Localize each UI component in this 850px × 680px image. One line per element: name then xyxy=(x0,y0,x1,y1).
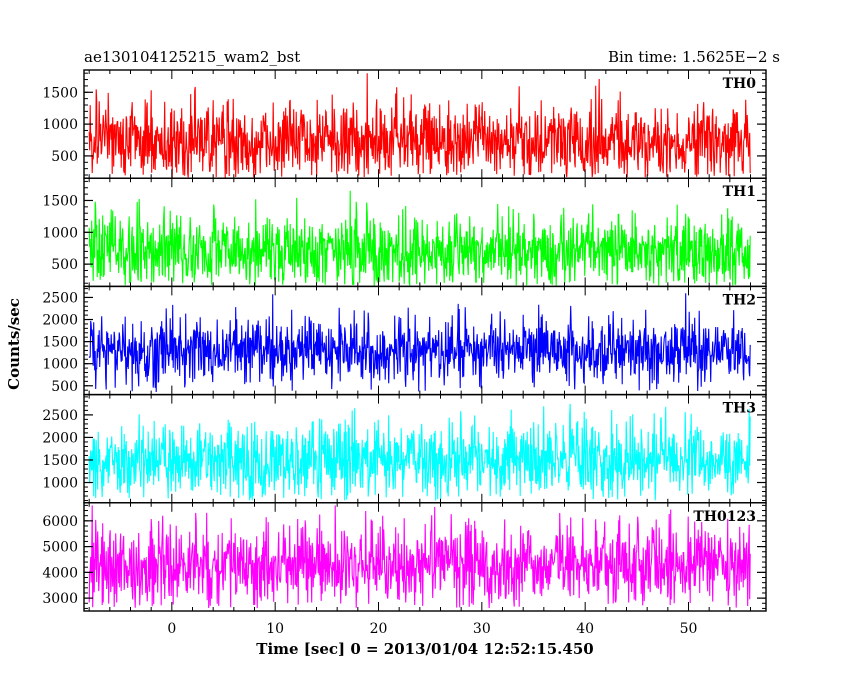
panel-label-th3: TH3 xyxy=(723,401,756,417)
y-tick-label: 6000 xyxy=(42,514,78,530)
y-tick-label: 500 xyxy=(51,257,78,273)
y-tick-label: 1000 xyxy=(42,357,78,373)
y-tick-label: 2000 xyxy=(42,430,78,446)
y-tick-label: 1000 xyxy=(42,117,78,133)
chart-title: ae130104125215_wam2_bst xyxy=(84,48,300,66)
y-tick-label: 3000 xyxy=(42,591,78,607)
panel-th0: 500 1000 1500 TH0 xyxy=(42,69,767,179)
panel-label-th1: TH1 xyxy=(723,184,756,200)
series-line-th3 xyxy=(88,403,751,501)
panel-th3: 1000 1500 2000 2500 TH3 xyxy=(42,393,767,504)
series-line-th1 xyxy=(88,190,751,286)
panel-label-th2: TH2 xyxy=(723,292,756,308)
x-axis-title: Time [sec] 0 = 2013/01/04 12:52:15.450 xyxy=(256,640,593,658)
chart-subtitle: Bin time: 1.5625E−2 s xyxy=(608,48,780,66)
y-tick-label: 2500 xyxy=(42,290,78,306)
y-tick-label: 1500 xyxy=(42,453,78,469)
series-line-th0 xyxy=(88,73,751,178)
y-tick-label: 1000 xyxy=(42,225,78,241)
chart-panels: 50010001500TH050010001500TH1500100015002… xyxy=(42,69,767,637)
panel-th0123: 3000 4000 5000 6000 TH0123 xyxy=(42,502,767,612)
panel-label-th0: TH0 xyxy=(723,76,757,92)
x-tick-label: 10 xyxy=(266,621,284,637)
y-tick-label: 500 xyxy=(51,149,78,165)
x-tick-label: 30 xyxy=(473,621,491,637)
y-tick-label: 5000 xyxy=(42,540,78,556)
panel-th2: 500 1000 1500 2000 2500 TH2 xyxy=(42,285,767,396)
y-tick-label: 1500 xyxy=(42,335,78,351)
x-tick-label: 20 xyxy=(370,621,388,637)
y-tick-label: 1500 xyxy=(42,85,78,101)
y-tick-label: 2000 xyxy=(42,313,78,329)
y-tick-label: 2500 xyxy=(42,408,78,424)
y-tick-label: 1500 xyxy=(42,193,78,209)
panel-label-th0123: TH0123 xyxy=(693,509,756,525)
x-tick-label: 50 xyxy=(680,621,698,637)
series-line-th0123 xyxy=(88,505,751,609)
panel-th1: 500 1000 1500 TH1 xyxy=(42,177,767,288)
y-tick-label: 500 xyxy=(51,379,78,395)
x-tick-label: 0 xyxy=(167,621,176,637)
series-line-th2 xyxy=(88,293,751,393)
y-tick-label: 1000 xyxy=(42,476,78,492)
x-tick-label: 40 xyxy=(576,621,594,637)
y-tick-label: 4000 xyxy=(42,565,78,581)
y-axis-title: Counts/sec xyxy=(5,298,23,390)
